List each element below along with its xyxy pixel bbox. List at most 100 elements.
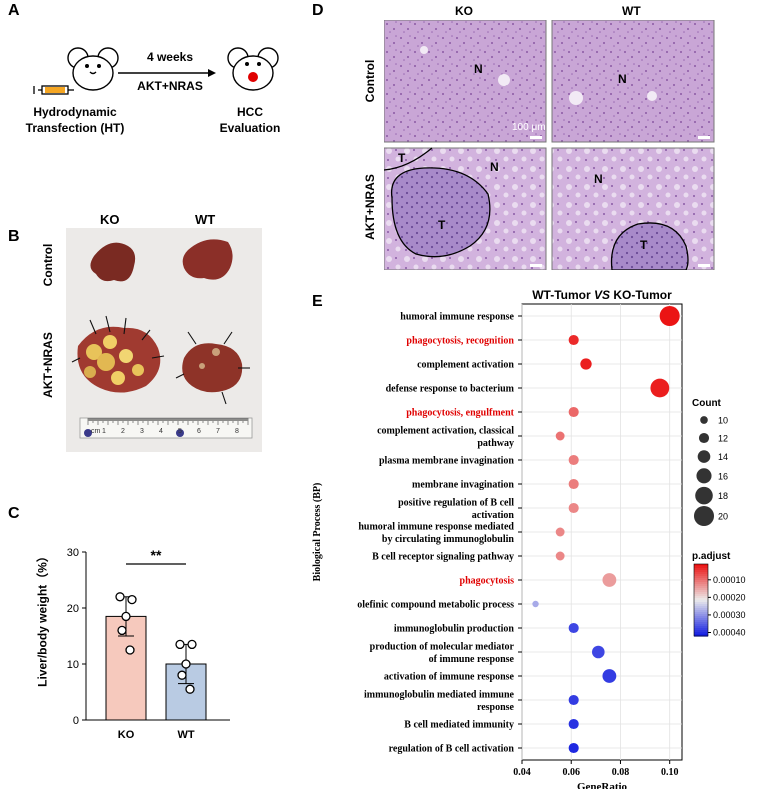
legend-padj-swatch bbox=[694, 602, 708, 605]
data-point bbox=[187, 639, 197, 650]
y-tick-label: 20 bbox=[67, 603, 79, 615]
ruler-number: 6 bbox=[197, 428, 201, 435]
ruler-number: 7 bbox=[216, 428, 220, 435]
legend-padj-swatch bbox=[694, 582, 708, 585]
term-label: B cell mediated immunity bbox=[404, 720, 514, 731]
x-tick-label: 0.10 bbox=[661, 767, 679, 778]
legend-padj-swatch bbox=[694, 622, 708, 625]
legend-padj-swatch bbox=[694, 590, 708, 593]
legend-padj-swatch bbox=[694, 612, 708, 615]
arrow-label-bottom: AKT+NRAS bbox=[137, 79, 203, 93]
term-dot bbox=[580, 358, 592, 370]
legend-padj-swatch bbox=[694, 566, 708, 569]
term-dot bbox=[555, 527, 565, 537]
liver-weight-chart: 0 10 20 30 KO WT ** bbox=[67, 547, 230, 741]
term-dot bbox=[568, 406, 579, 418]
legend-padj-title: p.adjust bbox=[692, 551, 731, 562]
panel-c-ylabel: Liver/body weight（%） bbox=[35, 550, 50, 687]
legend-padj-swatch bbox=[694, 610, 708, 613]
term-label: defense response to bacterium bbox=[386, 384, 515, 395]
term-dot bbox=[592, 645, 605, 659]
legend-count-label: 18 bbox=[718, 491, 728, 501]
he-wt-control bbox=[551, 20, 715, 143]
go-dotplot: WT-Tumor VS KO-Tumor 0.04 0.06 0.08 0.10 humo… bbox=[312, 288, 746, 789]
legend-padj-label: 0.00010 bbox=[713, 575, 746, 585]
term-label: phagocytosis bbox=[460, 576, 515, 587]
legend-padj-swatch bbox=[694, 632, 708, 635]
term-label: production of molecular mediator of immun… bbox=[370, 642, 515, 666]
legend-padj-label: 0.00020 bbox=[713, 592, 746, 602]
data-point bbox=[115, 592, 125, 602]
term-dot bbox=[568, 742, 579, 754]
data-point bbox=[127, 594, 137, 605]
term-dot bbox=[568, 454, 579, 466]
term-dot bbox=[532, 600, 539, 608]
legend-count-dot bbox=[695, 486, 713, 505]
mouse-right-icon bbox=[227, 47, 279, 91]
legend-padj-swatch bbox=[694, 572, 708, 575]
liver-ko-control bbox=[90, 242, 136, 282]
panel-b-row-control: Control bbox=[41, 243, 55, 287]
ruler-number: 8 bbox=[235, 428, 239, 435]
tumor-nodules bbox=[84, 335, 144, 385]
legend-padj-swatch bbox=[694, 626, 708, 629]
legend-padj-swatch bbox=[694, 584, 708, 587]
term-label: positive regulation of B cell activation bbox=[398, 498, 514, 522]
ruler-unit: cm bbox=[91, 428, 101, 435]
term-label: complement activation, classical pathway bbox=[377, 426, 514, 450]
legend-padj-swatch bbox=[694, 600, 708, 603]
legend-count-label: 10 bbox=[718, 416, 728, 426]
ruler-number: 2 bbox=[121, 428, 125, 435]
he-mark-t-1: T bbox=[398, 151, 406, 165]
x-tick-label: 0.08 bbox=[612, 767, 630, 778]
legend-padj-swatch bbox=[694, 604, 708, 607]
significance-stars: ** bbox=[151, 547, 162, 563]
histology-grid bbox=[384, 20, 715, 270]
legend-padj-swatch bbox=[694, 574, 708, 577]
legend-padj-swatch bbox=[694, 578, 708, 581]
term-dot bbox=[555, 431, 565, 441]
legend-count-dot bbox=[693, 505, 715, 527]
legend-padj-swatch bbox=[694, 628, 708, 631]
liver-wt-control bbox=[182, 239, 233, 280]
term-label: membrane invagination bbox=[412, 480, 514, 491]
legend-padj-swatch bbox=[694, 588, 708, 591]
term-dot bbox=[602, 669, 617, 683]
term-dot bbox=[568, 334, 579, 346]
legend-count-dot bbox=[697, 450, 711, 463]
data-point bbox=[121, 611, 131, 622]
term-label: activation of immune response bbox=[384, 672, 515, 683]
term-dot bbox=[568, 502, 579, 514]
term-label: regulation of B cell activation bbox=[389, 744, 515, 755]
term-dot bbox=[568, 478, 579, 490]
arrow-label-top: 4 weeks bbox=[146, 50, 194, 64]
data-point bbox=[181, 659, 191, 669]
liver-photo bbox=[66, 228, 262, 452]
legend-padj-swatch bbox=[694, 624, 708, 627]
ruler-number: 5 bbox=[178, 428, 182, 435]
data-point bbox=[175, 639, 185, 650]
mouse-schematic bbox=[33, 47, 279, 95]
legend-count-label: 14 bbox=[718, 452, 728, 462]
legend-padj-swatch bbox=[694, 618, 708, 621]
data-point bbox=[177, 670, 187, 680]
x-category-label: WT bbox=[177, 729, 194, 741]
legend-count-label: 12 bbox=[718, 434, 728, 444]
term-label: phagocytosis, engulfment bbox=[406, 408, 514, 419]
legend-padj-label: 0.00030 bbox=[713, 610, 746, 620]
panel-d-col-ko: KO bbox=[455, 4, 473, 18]
panel-b-label: B bbox=[8, 228, 20, 245]
legend-padj-swatch bbox=[694, 614, 708, 617]
legend-count-label: 16 bbox=[718, 471, 728, 481]
he-mark-n-1: N bbox=[474, 62, 483, 76]
term-label: humoral immune response bbox=[400, 312, 514, 323]
term-label: complement activation bbox=[417, 360, 514, 371]
legend-count-dot bbox=[696, 468, 712, 484]
legend-padj-swatch bbox=[694, 608, 708, 611]
legend-padj-swatch bbox=[694, 568, 708, 571]
he-mark-t-3: T bbox=[640, 238, 648, 252]
term-dot bbox=[568, 718, 579, 730]
panel-d-col-wt: WT bbox=[622, 4, 641, 18]
mouse-left-icon bbox=[67, 47, 119, 91]
panel-d-row-control: Control bbox=[363, 59, 377, 103]
